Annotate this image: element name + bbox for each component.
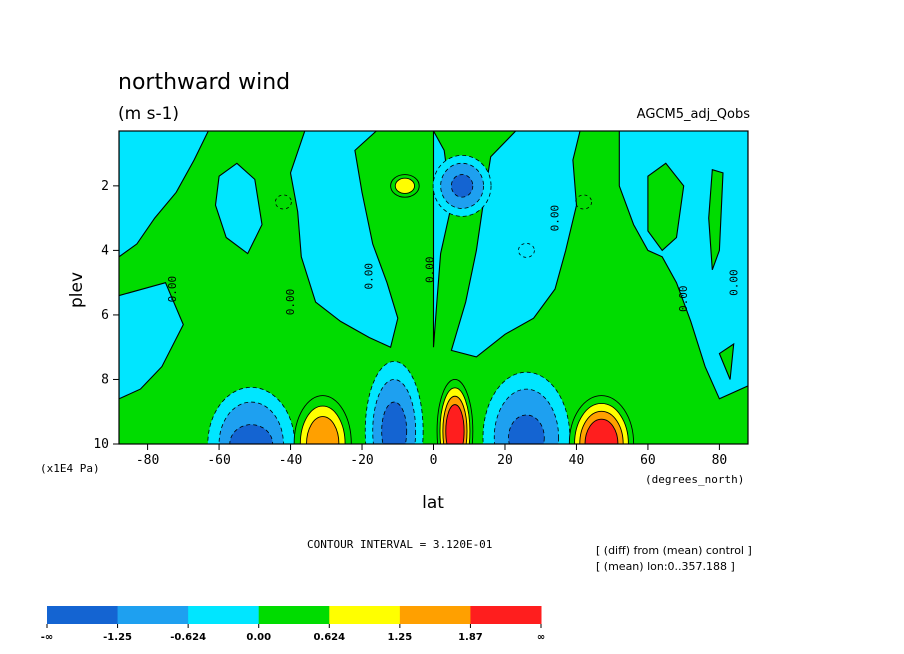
neg-contour-core <box>450 174 474 198</box>
cyan-region <box>119 131 209 258</box>
run-label: AGCM5_adj_Qobs <box>637 107 751 122</box>
x-tick-label: -80 <box>136 453 159 468</box>
colorbar-swatch <box>470 606 542 624</box>
y-axis-units: (x1E4 Pa) <box>40 462 100 475</box>
colorbar-label: 1.87 <box>458 632 483 643</box>
x-tick-label: 80 <box>712 453 728 468</box>
plot-content: 0.00 0.00 0.00 0.00 0.00 0.00 0.00 <box>119 131 748 444</box>
zero-contour-label: 0.00 <box>549 205 562 232</box>
colorbar-label: -1.25 <box>103 632 132 643</box>
note-mean: [ (mean) lon:0..357.188 ] <box>596 560 735 573</box>
zero-contour-label: 0.00 <box>424 257 437 284</box>
colorbar-swatch <box>258 606 330 624</box>
cyan-region <box>450 131 581 358</box>
y-tick-label: 10 <box>93 437 109 452</box>
x-tick-label: 40 <box>569 453 585 468</box>
contour-plot-area: 0.00 0.00 0.00 0.00 0.00 0.00 0.00 <box>118 130 749 445</box>
x-tick-label: -60 <box>207 453 230 468</box>
green-island <box>647 162 685 252</box>
contour-interval: CONTOUR INTERVAL = 3.120E-01 <box>307 538 492 551</box>
small-neg-contour <box>274 194 292 210</box>
chart-title: northward wind <box>118 70 290 95</box>
neg-contour-core <box>508 414 545 444</box>
colorbar-swatch <box>329 606 401 624</box>
colorbar-swatch <box>399 606 471 624</box>
x-tick-label: -40 <box>279 453 302 468</box>
x-tick-label: 20 <box>497 453 513 468</box>
y-tick-label: 8 <box>101 372 109 387</box>
colorbar-swatch <box>188 606 260 624</box>
pos-contour <box>306 416 340 444</box>
y-axis-label: plev <box>67 272 87 308</box>
axes: -80 -60 -40 -20 0 20 40 60 80 2 4 6 8 10 <box>93 179 727 468</box>
colorbar-legend: -∞ -1.25 -0.624 0.00 0.624 1.25 1.87 ∞ <box>41 606 545 643</box>
small-neg-contour <box>518 242 535 258</box>
chart-units: (m s-1) <box>118 104 179 124</box>
green-island <box>718 342 735 380</box>
colorbar-label: -0.624 <box>170 632 206 643</box>
neg-contour-core <box>381 401 408 444</box>
x-tick-label: -20 <box>350 453 373 468</box>
colorbar-label: ∞ <box>537 632 545 643</box>
x-axis-label: lat <box>422 493 444 513</box>
zero-contour-label: 0.00 <box>284 289 297 316</box>
green-island <box>708 168 724 270</box>
cyan-region <box>214 162 263 255</box>
y-tick-label: 4 <box>101 243 109 258</box>
zero-contour-label: 0.00 <box>166 276 179 303</box>
colorbar-label: 0.624 <box>313 632 345 643</box>
colorbar-swatch <box>47 606 119 624</box>
colorbar-swatch <box>117 606 189 624</box>
colorbar-label: 1.25 <box>388 632 413 643</box>
zero-contour-label: 0.00 <box>363 263 376 290</box>
x-tick-label: 0 <box>430 453 438 468</box>
y-tick-label: 6 <box>101 308 109 323</box>
colorbar-label: -∞ <box>41 632 53 643</box>
y-tick-label: 2 <box>101 179 109 194</box>
pos-contour <box>445 404 465 444</box>
note-diff: [ (diff) from (mean) control ] <box>596 544 752 557</box>
pos-contour <box>394 177 416 194</box>
x-axis-units: (degrees_north) <box>645 473 744 486</box>
zero-contour-label: 0.00 <box>677 286 690 313</box>
colorbar-label: 0.00 <box>246 632 271 643</box>
zero-contour-label: 0.00 <box>727 269 740 296</box>
x-tick-label: 60 <box>640 453 656 468</box>
small-neg-contour <box>575 194 593 210</box>
cyan-region <box>289 131 399 348</box>
cyan-region <box>119 282 184 400</box>
